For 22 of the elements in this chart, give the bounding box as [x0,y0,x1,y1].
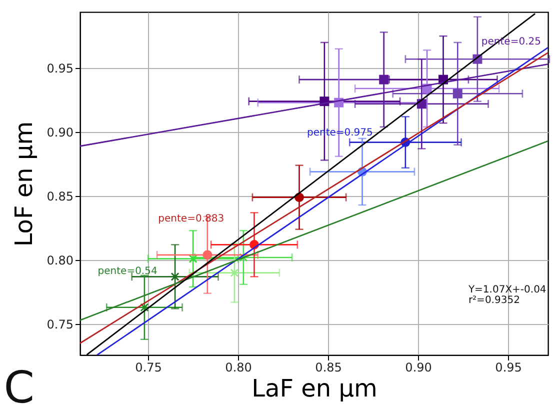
annotation: Y=1.07X+-0.04 r²=0.9352 [467,284,546,306]
point [140,303,149,312]
y-tick-label: 0.80 [46,254,74,268]
y-tick-label: 0.90 [46,126,74,140]
point [170,272,180,281]
x-tick-label: 0.95 [495,360,522,374]
x-tick-label: 0.90 [405,360,432,374]
point [379,74,389,84]
y-axis-title: LoF en µm [10,121,38,247]
x-tick-label: 0.75 [135,360,162,374]
x-axis-title: LaF en µm [252,374,378,402]
y-tick-label: 0.75 [46,318,74,332]
point [239,253,248,262]
x-tick-label: 0.85 [315,360,342,374]
y-tick-label: 0.95 [46,62,74,76]
series-label: pente=0.54 [98,266,158,278]
point [202,250,212,260]
y-tick-label: 0.85 [46,190,74,204]
x-tick-label: 0.80 [225,360,252,374]
point [452,88,462,98]
point [230,268,239,278]
text: C [4,362,35,406]
